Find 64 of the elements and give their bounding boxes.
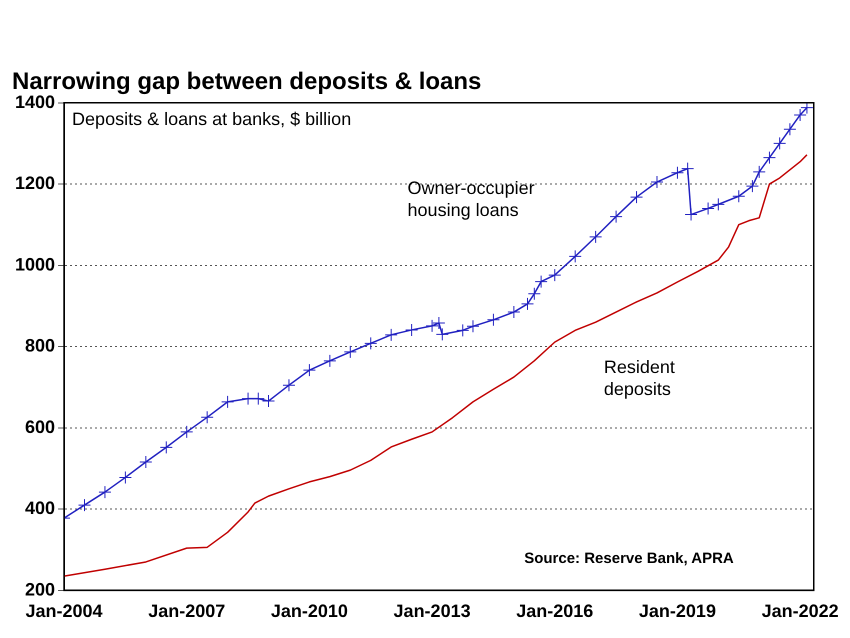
point bbox=[800, 102, 814, 114]
point bbox=[252, 392, 265, 406]
point bbox=[528, 287, 541, 300]
point bbox=[783, 122, 796, 136]
series-label: Resident deposits bbox=[604, 356, 675, 399]
point bbox=[746, 180, 759, 193]
point bbox=[78, 498, 91, 512]
point bbox=[466, 320, 480, 333]
annotation: Deposits & loans at banks, $ billion bbox=[72, 108, 352, 129]
point bbox=[520, 297, 534, 310]
point bbox=[118, 470, 132, 484]
point bbox=[323, 354, 336, 368]
point bbox=[432, 316, 446, 330]
point bbox=[364, 336, 378, 350]
point bbox=[684, 208, 698, 222]
point bbox=[405, 323, 418, 336]
point bbox=[534, 275, 548, 288]
point bbox=[752, 165, 766, 178]
point bbox=[670, 166, 684, 180]
point bbox=[160, 440, 173, 454]
y-tick-label: 800 bbox=[24, 336, 56, 356]
point bbox=[436, 328, 449, 341]
point bbox=[344, 345, 357, 358]
point bbox=[180, 425, 194, 438]
point bbox=[568, 250, 582, 263]
point bbox=[712, 198, 725, 211]
point bbox=[242, 392, 255, 406]
point bbox=[589, 230, 602, 244]
x-tick-label: Jan-2022 bbox=[762, 601, 839, 622]
point bbox=[262, 394, 276, 408]
point bbox=[650, 176, 664, 189]
point bbox=[200, 410, 214, 424]
annotation: Source: Reserve Bank, APRA bbox=[524, 550, 734, 568]
y-tick-label: 1200 bbox=[14, 173, 56, 194]
y-tick-label: 1000 bbox=[14, 254, 56, 274]
point bbox=[794, 108, 807, 122]
y-tick-label: 400 bbox=[24, 498, 56, 518]
point bbox=[221, 395, 234, 408]
text: Owner-occupier housing loans bbox=[408, 178, 535, 220]
point bbox=[282, 378, 296, 392]
x-tick-label: Jan-2013 bbox=[394, 601, 471, 622]
point bbox=[507, 306, 520, 319]
point bbox=[456, 324, 470, 337]
point bbox=[773, 136, 786, 150]
y-tick-label: 200 bbox=[24, 579, 56, 600]
point bbox=[610, 210, 623, 224]
point bbox=[98, 486, 112, 499]
point bbox=[630, 190, 644, 204]
x-tick-label: Jan-2019 bbox=[638, 601, 716, 622]
point bbox=[732, 190, 746, 203]
point bbox=[762, 151, 776, 164]
point bbox=[426, 319, 439, 332]
y-tick-label: 600 bbox=[24, 416, 56, 437]
x-tick-label: Jan-2016 bbox=[516, 601, 594, 622]
point bbox=[548, 268, 562, 282]
point bbox=[384, 328, 398, 342]
point bbox=[702, 202, 715, 215]
point bbox=[486, 313, 500, 326]
x-tick-label: Jan-2007 bbox=[148, 601, 226, 622]
x-tick-label: Jan-2010 bbox=[270, 601, 348, 622]
point bbox=[139, 456, 152, 468]
x-tick-label: Jan-2004 bbox=[26, 601, 103, 622]
point bbox=[302, 364, 316, 377]
point bbox=[681, 162, 694, 176]
